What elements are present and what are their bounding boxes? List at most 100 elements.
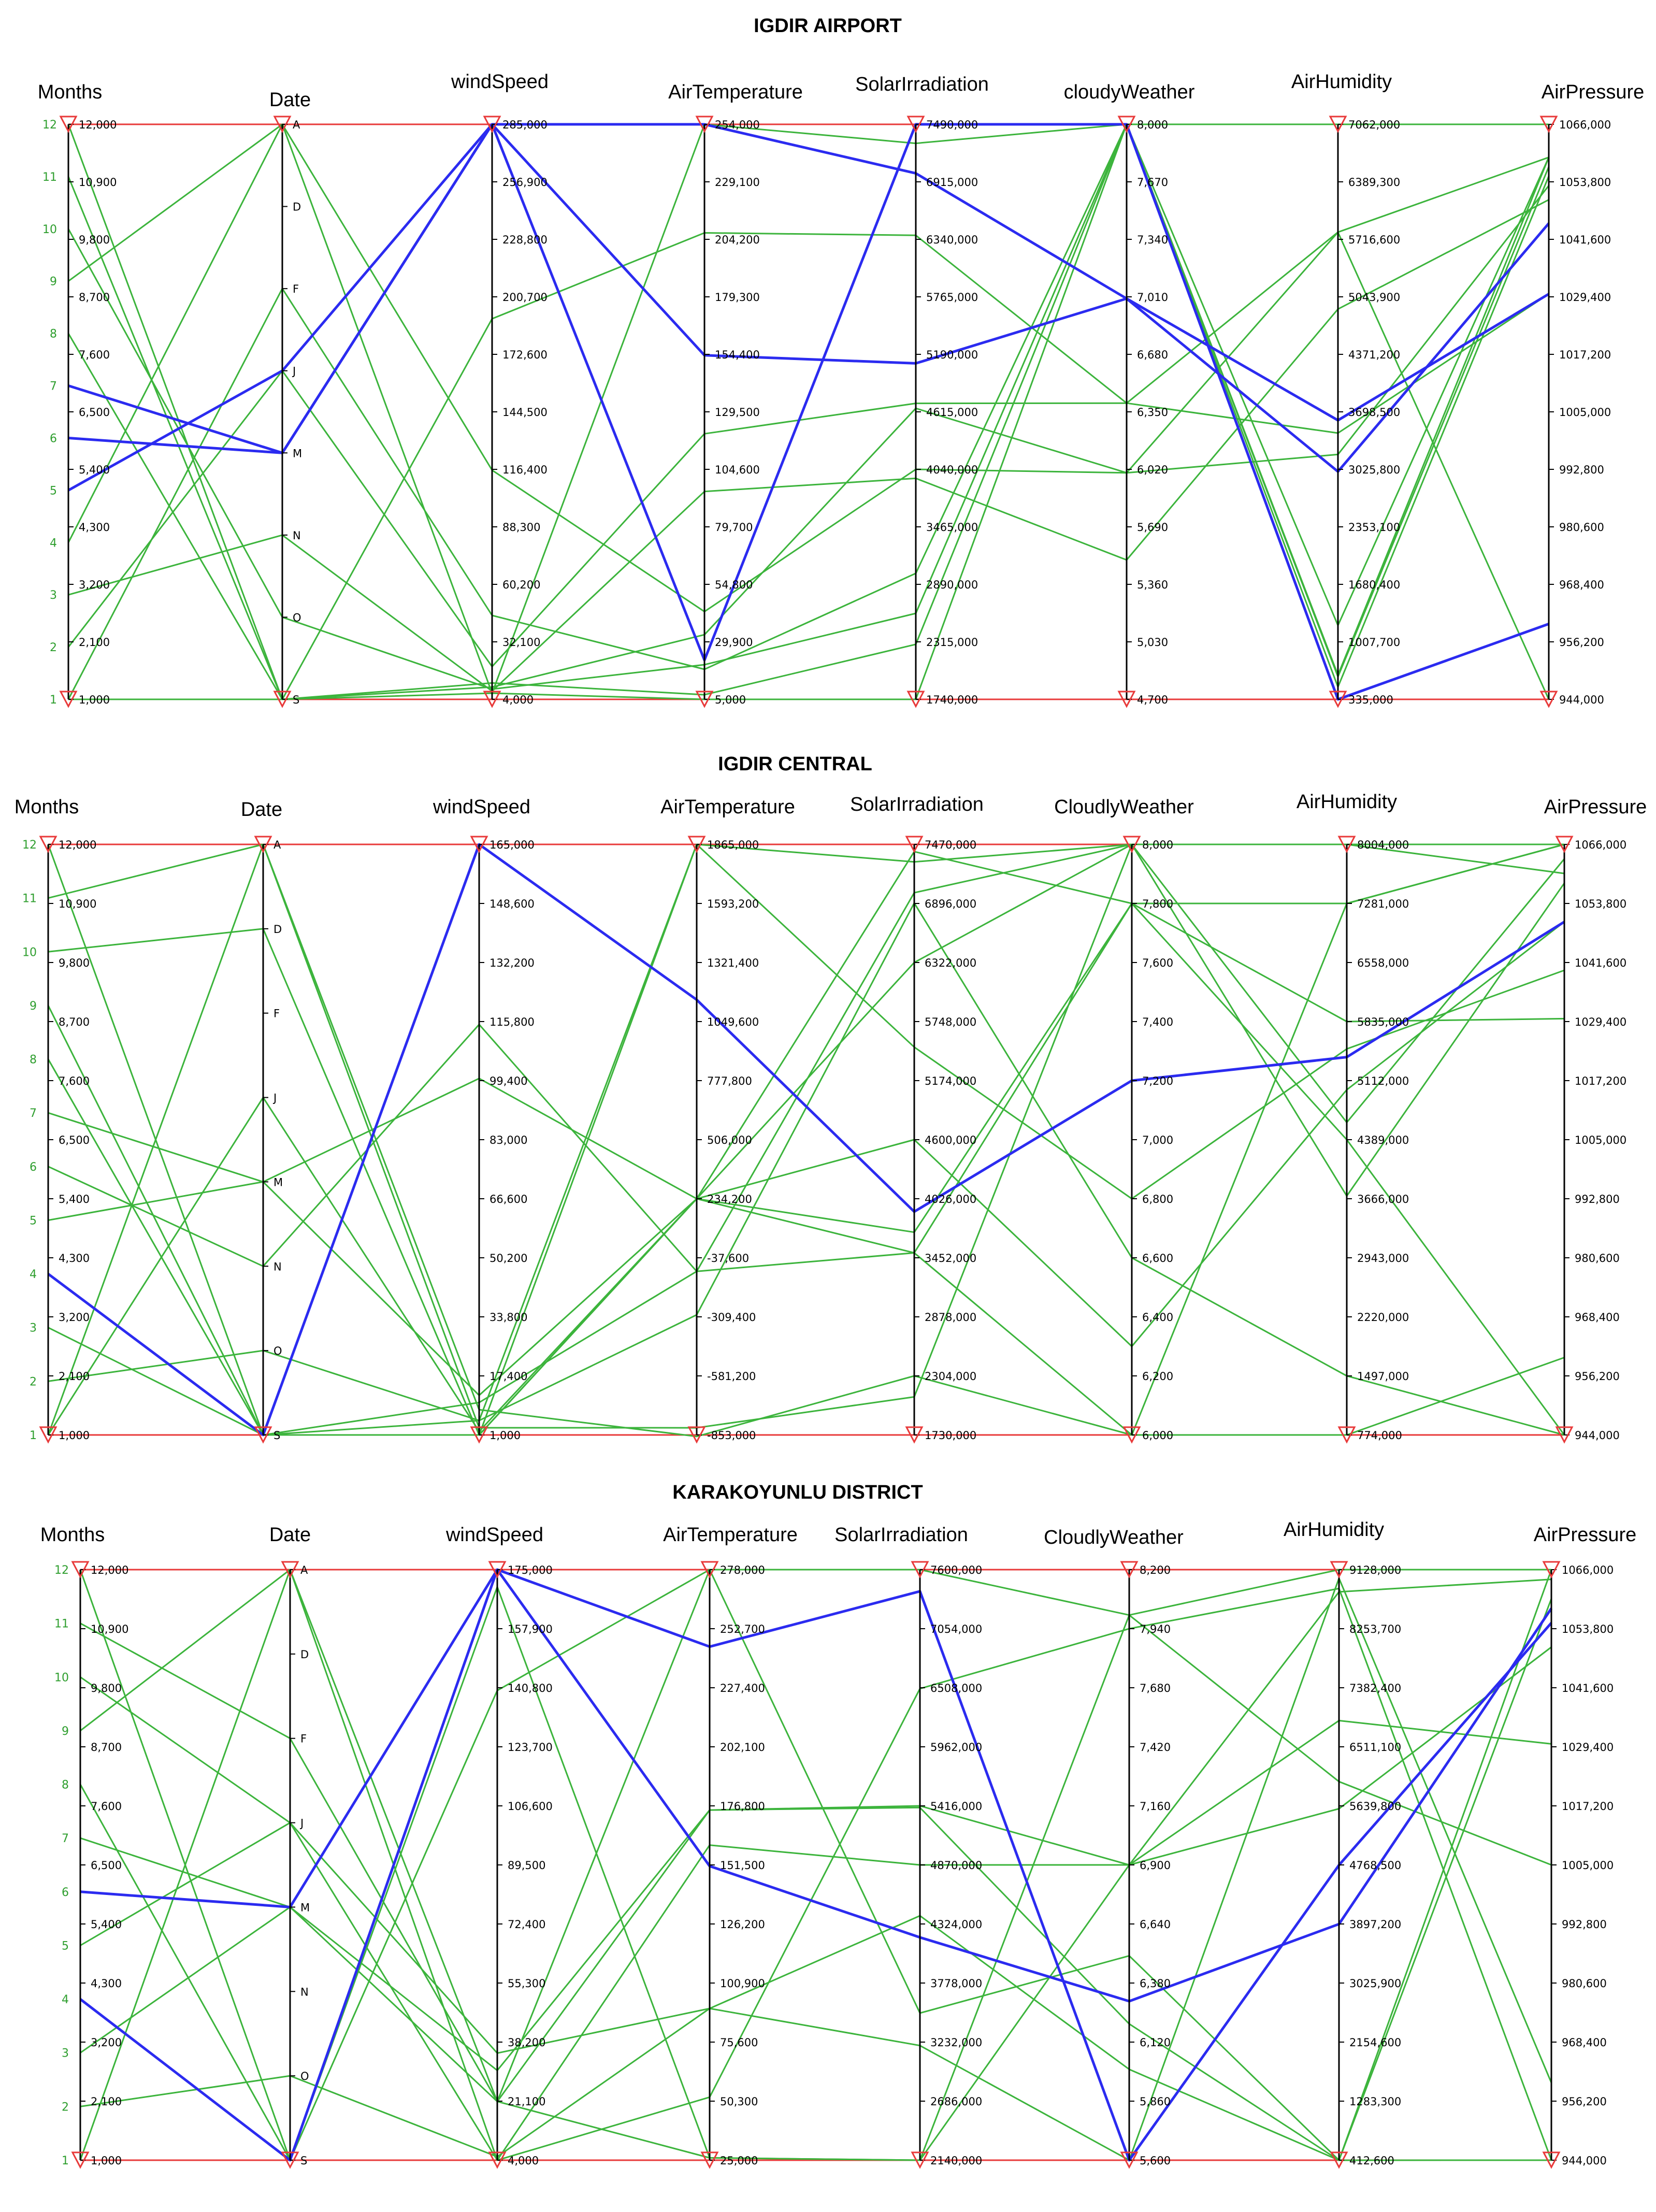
tick-label: 10,900 [59, 898, 96, 910]
series-line-g4 [68, 123, 1550, 694]
tick-label: 5765,000 [926, 291, 978, 304]
tick-label: 5,000 [715, 694, 746, 706]
series-line-g1 [67, 123, 1549, 700]
axis-2: windSpeed 285,000 256,900 228,800 200,700 172… [451, 71, 549, 708]
tick-label: 6,900 [1140, 1859, 1171, 1872]
tick-label: 992,800 [1575, 1193, 1620, 1205]
tick-label: 5,690 [1137, 521, 1168, 534]
axis-name: AirTemperature [668, 81, 803, 103]
tick-label: 8,200 [1140, 1564, 1171, 1576]
tick-label: 151,500 [720, 1859, 765, 1872]
series-line-g10 [67, 123, 1550, 700]
axis-top-marker [906, 116, 925, 133]
tick-label: 3,200 [79, 579, 110, 591]
tick-label: -853,000 [707, 1429, 756, 1442]
axis-bottom-marker [695, 691, 714, 708]
tick-label: 4,300 [79, 521, 110, 534]
tick-label: 88,300 [502, 521, 540, 534]
tick-label: J [272, 1092, 277, 1104]
tick-label: 1497,000 [1357, 1370, 1409, 1383]
tick-label: 7,420 [1140, 1741, 1171, 1754]
tick-label: 7,600 [79, 349, 110, 361]
tick-label: 1049,600 [707, 1016, 759, 1028]
tick-label: 3025,900 [1349, 1977, 1401, 1990]
tick-label: 5,400 [91, 1918, 122, 1931]
tick-label: 3452,000 [925, 1252, 976, 1265]
tick-label: 234,200 [707, 1193, 752, 1205]
tick-label: 8,000 [1137, 119, 1168, 131]
axis-bottom-marker [905, 1426, 924, 1444]
tick-label: 7470,000 [925, 839, 976, 851]
tick-label: 7281,000 [1357, 898, 1409, 910]
axis-bottom-marker [1337, 1426, 1356, 1444]
tick-label: D [300, 1648, 309, 1661]
month-label: 12 [54, 1564, 69, 1577]
month-label: 5 [50, 484, 57, 497]
month-label: 9 [30, 1000, 37, 1013]
tick-label: 5716,600 [1348, 234, 1400, 246]
series-line-g2 [67, 123, 1550, 700]
axis-top-marker [687, 836, 706, 853]
series-line-g2 [48, 843, 1565, 1438]
tick-label: 5,860 [1140, 2095, 1171, 2108]
tick-label: 6,400 [1142, 1311, 1173, 1324]
tick-label: 8253,700 [1349, 1623, 1401, 1635]
tick-label: -37,600 [707, 1252, 749, 1265]
axis-bottom-marker [254, 1426, 272, 1444]
axis-name: windSpeed [445, 1524, 543, 1546]
tick-label: N [293, 529, 301, 542]
tick-label: 6508,000 [930, 1682, 982, 1694]
tick-label: 1017,200 [1559, 349, 1611, 361]
tick-label: 6,800 [1142, 1193, 1173, 1205]
tick-label: 6,350 [1137, 406, 1168, 419]
month-label: 6 [30, 1161, 37, 1174]
tick-label: 6,020 [1137, 464, 1168, 476]
tick-label: 8004,000 [1357, 839, 1409, 851]
tick-label: 1053,800 [1575, 898, 1626, 910]
axis-bottom-marker [1330, 2151, 1348, 2169]
tick-label: S [300, 2154, 307, 2167]
tick-label: 12,000 [59, 839, 96, 851]
tick-label: 7,940 [1140, 1623, 1171, 1635]
tick-label: 1,000 [91, 2154, 122, 2167]
month-label: 2 [30, 1375, 37, 1388]
axis-bottom-marker [700, 2151, 719, 2169]
tick-label: 3232,000 [930, 2036, 982, 2049]
axis-bottom-marker [1120, 2151, 1139, 2169]
tick-label: 3897,200 [1349, 1918, 1401, 1931]
tick-label: 1740,000 [926, 694, 978, 706]
axis-bottom-marker [1539, 691, 1558, 708]
axis-name: Months [38, 81, 103, 103]
tick-label: 944,000 [1575, 1429, 1620, 1442]
month-label: 1 [30, 1429, 37, 1442]
tick-label: 1005,000 [1559, 406, 1611, 419]
tick-label: F [273, 1008, 280, 1020]
tick-label: D [293, 201, 301, 213]
tick-label: 7,670 [1137, 176, 1168, 189]
tick-label: 7,600 [59, 1075, 90, 1087]
tick-label: 4,300 [91, 1977, 122, 1990]
tick-label: 17,400 [489, 1370, 527, 1383]
axis-name: CloudlyWeather [1044, 1527, 1184, 1548]
tick-label: 980,600 [1559, 521, 1604, 534]
tick-label: 12,000 [79, 119, 117, 131]
tick-label: A [300, 1564, 308, 1576]
tick-label: 5112,000 [1357, 1075, 1409, 1087]
tick-label: 256,900 [502, 176, 548, 189]
tick-label: 100,900 [720, 1977, 765, 1990]
tick-label: 132,200 [489, 957, 535, 969]
tick-label: O [293, 611, 301, 624]
tick-label: 4870,000 [930, 1859, 982, 1872]
tick-label: 79,700 [715, 521, 753, 534]
tick-label: 2154,600 [1349, 2036, 1401, 2049]
tick-label: 8,000 [1142, 839, 1173, 851]
axis-2: windSpeed 165,000 148,600 132,200 115,800 99,… [433, 796, 535, 1444]
tick-label: 5,400 [79, 464, 110, 476]
tick-label: 506,000 [707, 1134, 752, 1146]
tick-label: 7600,000 [930, 1564, 982, 1576]
axis-6: AirHumidity 9128,000 8253,700 7382,400 6511,… [1284, 1519, 1401, 2169]
tick-label: 1865,000 [707, 839, 759, 851]
month-label: 12 [42, 119, 57, 132]
axis-name: AirPressure [1534, 1524, 1637, 1546]
